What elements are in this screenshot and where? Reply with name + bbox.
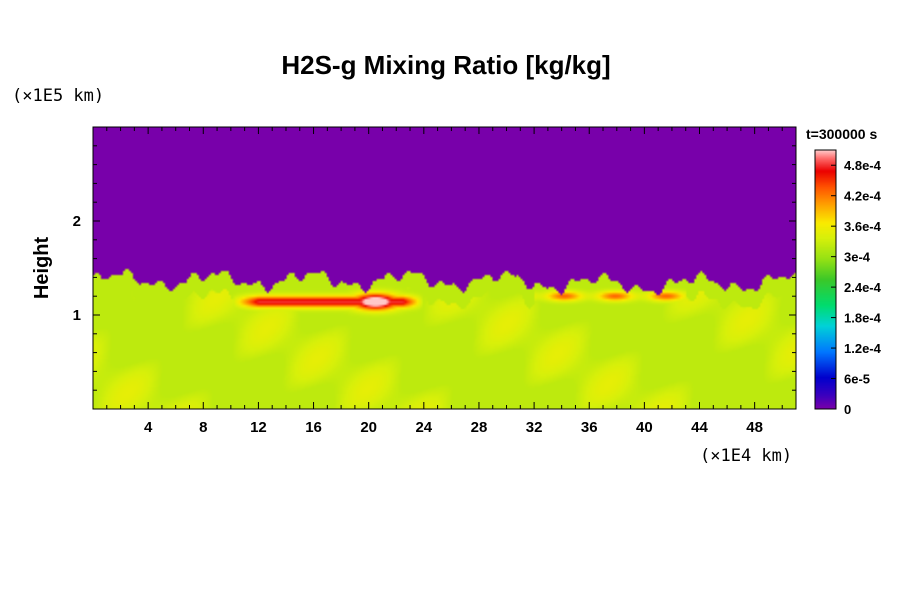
colorbar-tick-label: 6e-5	[844, 372, 870, 387]
time-label: t=300000 s	[806, 126, 877, 142]
colorbar-frame	[814, 149, 837, 410]
heatmap-field	[93, 127, 796, 409]
chart-title: H2S-g Mixing Ratio [kg/kg]	[281, 50, 610, 80]
x-tick-label: 24	[415, 419, 432, 436]
colorbar-ticks: 0 6e-5 1.2e-4 1.8e-4 2.4e-4 3e-4 3.6e-4 4.2e-4 4…	[831, 158, 882, 417]
y-tick-label: 1	[73, 307, 81, 324]
colorbar-tick-label: 4.2e-4	[844, 189, 882, 204]
colorbar-tick-label: 4.8e-4	[844, 158, 882, 173]
x-tick-label: 40	[636, 419, 653, 436]
colorbar-tick-label: 0	[844, 402, 851, 417]
plot-frame	[92, 126, 797, 410]
x-tick-label: 36	[581, 419, 598, 436]
x-tick-label: 48	[746, 419, 763, 436]
x-tick-label: 12	[250, 419, 267, 436]
x-tick-label: 28	[471, 419, 488, 436]
x-unit-label: (×1E4 km)	[700, 446, 792, 466]
x-tick-label: 32	[526, 419, 543, 436]
colorbar-tick-label: 1.8e-4	[844, 311, 882, 326]
colorbar	[814, 149, 837, 410]
x-axis: 4 8 12 16 20 24 28 32 36 40 44 48	[106, 127, 783, 436]
colorbar-tick-label: 1.2e-4	[844, 341, 882, 356]
x-tick-label: 8	[199, 419, 207, 436]
y-axis: 12	[73, 145, 796, 391]
x-tick-label: 20	[360, 419, 377, 436]
colorbar-tick-label: 3.6e-4	[844, 219, 882, 234]
colorbar-gradient	[815, 150, 836, 409]
y-unit-label: (×1E5 km)	[12, 86, 104, 106]
x-tick-label: 16	[305, 419, 322, 436]
x-tick-label: 4	[144, 419, 153, 436]
y-tick-label: 2	[73, 213, 81, 230]
plot-area	[92, 126, 797, 410]
colorbar-tick-label: 3e-4	[844, 250, 871, 265]
x-tick-label: 44	[691, 419, 708, 436]
colorbar-tick-label: 2.4e-4	[844, 280, 882, 295]
y-axis-title: Height	[31, 237, 53, 300]
